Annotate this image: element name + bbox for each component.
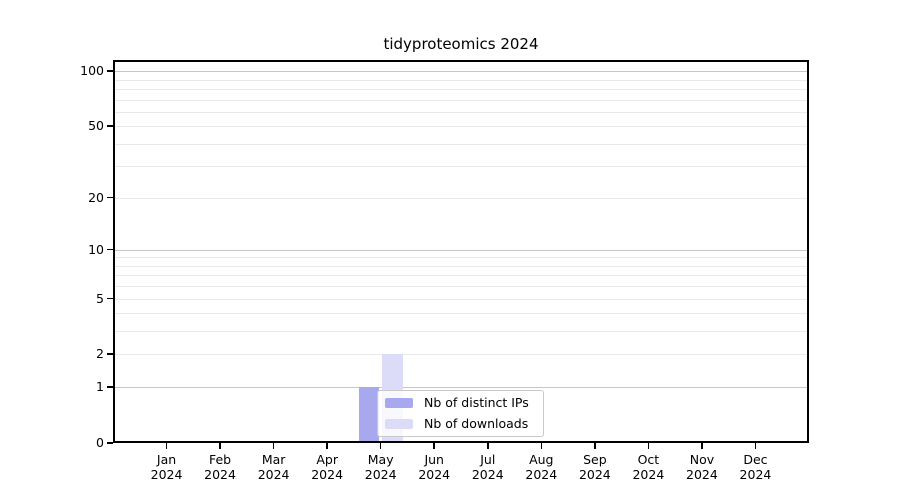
y-tick — [107, 442, 113, 444]
y-tick-label: 5 — [96, 290, 104, 306]
x-tick-month: Aug — [529, 452, 554, 467]
x-tick-month: Dec — [743, 452, 768, 467]
y-gridline-major — [115, 387, 807, 389]
x-tick-month: Feb — [208, 452, 232, 467]
axis-spine-top — [113, 60, 809, 62]
x-tick-label: Dec 2024 — [727, 452, 783, 482]
x-tick-label: Apr 2024 — [299, 452, 355, 482]
y-gridline-minor — [115, 111, 807, 113]
x-tick-month: Oct — [637, 452, 660, 467]
y-tick-label: 50 — [88, 118, 104, 134]
y-gridline-minor — [115, 257, 807, 259]
x-tick-label: Oct 2024 — [620, 452, 676, 482]
x-tick-year: 2024 — [150, 467, 183, 482]
y-gridline-minor — [115, 79, 807, 81]
x-tick-label: Sep 2024 — [567, 452, 623, 482]
x-tick-month: Apr — [316, 452, 338, 467]
x-tick — [594, 443, 596, 449]
x-tick-year: 2024 — [739, 467, 772, 482]
x-tick — [647, 443, 650, 449]
y-tick — [107, 196, 113, 199]
y-gridline-major — [115, 249, 807, 251]
y-tick — [107, 297, 113, 300]
x-tick-year: 2024 — [257, 467, 290, 482]
y-gridline-minor — [115, 88, 807, 90]
y-tick-label: 20 — [88, 189, 104, 205]
x-tick-label: Aug 2024 — [513, 452, 569, 482]
y-gridline-minor — [115, 286, 807, 288]
x-tick-label: Nov 2024 — [674, 452, 730, 482]
legend-label-downloads: Nb of downloads — [424, 416, 529, 431]
legend-entry-downloads: Nb of downloads — [378, 416, 543, 432]
x-tick — [701, 443, 703, 449]
y-tick — [107, 386, 113, 388]
y-gridline-minor — [115, 331, 807, 333]
legend: Nb of distinct IPs Nb of downloads — [377, 390, 544, 437]
x-tick-month: Jun — [424, 452, 444, 467]
x-tick-month: Sep — [583, 452, 607, 467]
x-tick-year: 2024 — [632, 467, 665, 482]
x-tick-year: 2024 — [578, 467, 611, 482]
x-tick-month: May — [367, 452, 394, 467]
x-tick — [165, 443, 168, 449]
y-gridline-minor — [115, 298, 807, 300]
x-tick-month: Jul — [480, 452, 496, 467]
x-tick-label: Feb 2024 — [192, 452, 248, 482]
y-gridline-minor — [115, 265, 807, 267]
axis-spine-left — [113, 60, 115, 443]
x-tick-year: 2024 — [686, 467, 718, 482]
x-tick-month: Mar — [261, 452, 286, 467]
x-tick-label: Jul 2024 — [460, 452, 516, 482]
y-gridline-minor — [115, 275, 807, 277]
y-gridline-minor — [115, 166, 807, 168]
axis-spine-bottom — [113, 441, 809, 443]
y-tick-label: 100 — [80, 63, 104, 79]
plot-area: Nb of distinct IPs Nb of downloads — [113, 60, 809, 443]
x-tick-month: Jan — [156, 452, 177, 467]
x-tick — [486, 443, 489, 449]
x-tick — [326, 443, 328, 449]
y-tick — [107, 353, 113, 356]
y-gridline-minor — [115, 197, 807, 199]
x-tick-label: May 2024 — [353, 452, 409, 482]
y-tick — [107, 70, 113, 72]
legend-label-distinct-ips: Nb of distinct IPs — [424, 395, 529, 410]
x-tick-year: 2024 — [525, 467, 558, 482]
x-tick-label: Mar 2024 — [246, 452, 302, 482]
axis-spine-right — [807, 60, 809, 443]
y-gridline-minor — [115, 313, 807, 315]
y-tick-label: 2 — [96, 346, 104, 362]
y-gridline-minor — [115, 99, 807, 101]
x-tick-year: 2024 — [364, 467, 397, 482]
y-gridline-minor — [115, 143, 807, 145]
x-tick-year: 2024 — [418, 467, 451, 482]
x-tick-year: 2024 — [311, 467, 344, 482]
x-tick — [754, 443, 757, 449]
x-tick-label: Jun 2024 — [406, 452, 462, 482]
y-tick-label: 0 — [96, 435, 104, 450]
y-tick — [107, 125, 113, 127]
chart-title: tidyproteomics 2024 — [383, 35, 539, 53]
x-tick — [272, 443, 275, 449]
x-tick — [379, 443, 382, 449]
y-gridline-minor — [115, 126, 807, 128]
x-tick-label: Jan 2024 — [139, 452, 195, 482]
x-tick-year: 2024 — [204, 467, 236, 482]
y-gridline-major — [115, 71, 807, 73]
x-tick-year: 2024 — [471, 467, 504, 482]
x-tick-month: Nov — [689, 452, 715, 467]
x-tick — [219, 443, 221, 449]
legend-swatch-downloads-icon — [385, 419, 413, 429]
x-tick — [433, 443, 436, 449]
y-tick-label: 10 — [88, 241, 104, 257]
legend-entry-distinct-ips: Nb of distinct IPs — [378, 395, 543, 411]
y-tick — [107, 248, 113, 251]
x-tick — [540, 443, 543, 449]
legend-swatch-distinct-ips-icon — [385, 398, 413, 408]
y-tick-label: 1 — [96, 379, 104, 395]
y-gridline-minor — [115, 354, 807, 356]
bar-nb-of-distinct-ips — [358, 387, 380, 443]
